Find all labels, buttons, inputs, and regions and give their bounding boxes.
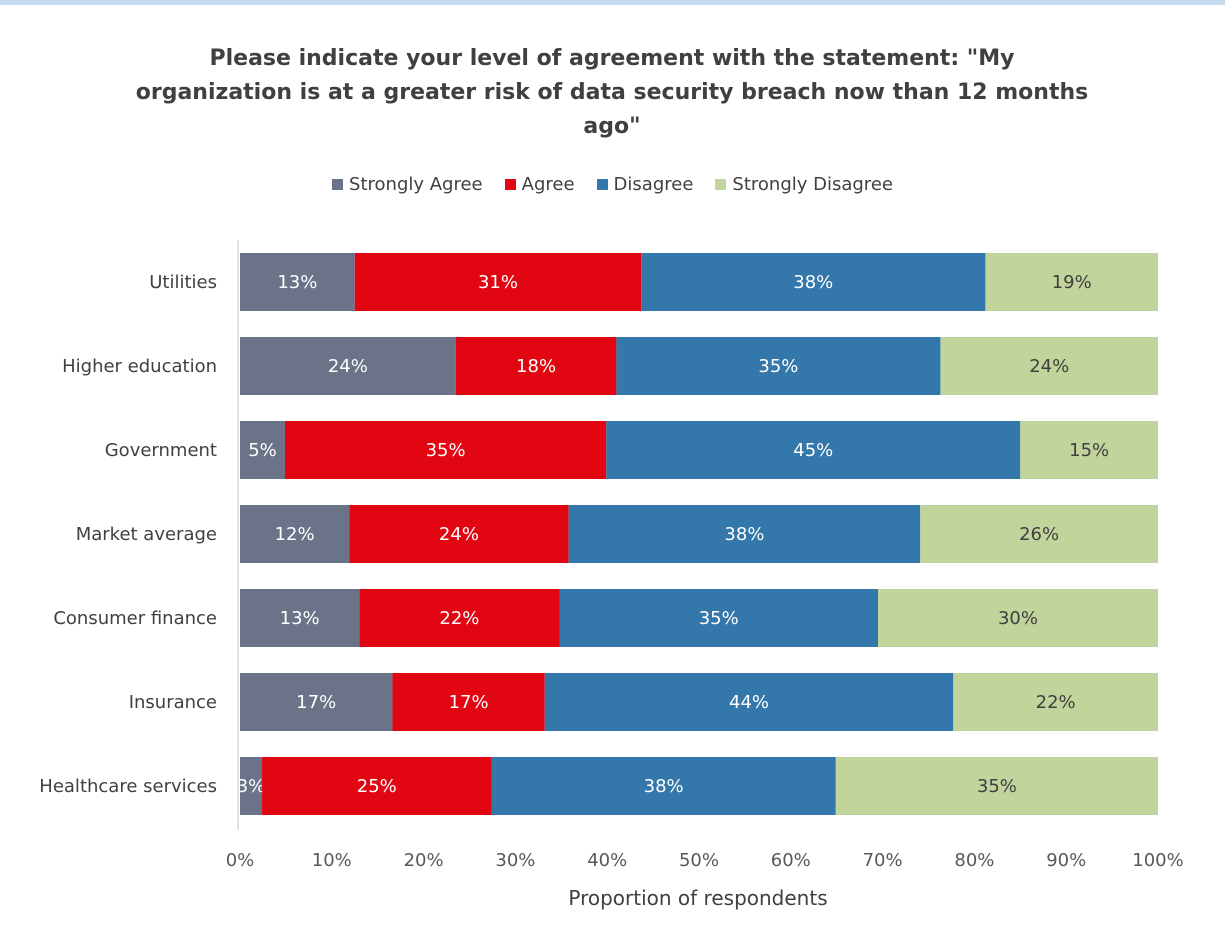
bar-segment (240, 505, 350, 563)
bar-data-label: 24% (1029, 356, 1069, 377)
category-label: Consumer finance (53, 608, 217, 629)
bar-segment (835, 757, 1158, 815)
bar-data-label: 24% (328, 356, 368, 377)
bar-data-label: 31% (478, 272, 518, 293)
x-tick-label: 30% (495, 850, 535, 871)
bar-segment (240, 673, 393, 731)
bar-data-label: 38% (724, 524, 764, 545)
x-tick-label: 90% (1046, 850, 1086, 871)
bar-segment (940, 337, 1158, 395)
category-label: Healthcare services (39, 776, 217, 797)
x-tick-label: 100% (1132, 850, 1183, 871)
legend-label: Agree (521, 174, 575, 195)
legend-item-disagree: Disagree (596, 174, 694, 195)
chart-title: Please indicate your level of agreement … (112, 42, 1112, 144)
bar-data-label: 13% (277, 272, 317, 293)
bar-data-label: 19% (1052, 272, 1092, 293)
bar-data-label: 22% (439, 608, 479, 629)
bar-data-label: 25% (357, 776, 397, 797)
x-axis-label: Proportion of respondents (568, 886, 827, 910)
x-tick-label: 0% (226, 850, 255, 871)
bar-segment (262, 757, 492, 815)
bar-data-label: 17% (296, 692, 336, 713)
bar-data-label: 12% (275, 524, 315, 545)
bar-segment (455, 337, 617, 395)
bar-segment (240, 337, 456, 395)
bar-data-label: 35% (699, 608, 739, 629)
title-line-2: organization is at a greater risk of dat… (135, 80, 1089, 105)
category-labels: Utilities Higher education Government Marke… (39, 272, 217, 797)
legend-item-agree: Agree (504, 174, 575, 195)
bar-data-label: 35% (426, 440, 466, 461)
legend-swatch (504, 179, 516, 190)
bars-group: 13% 31% 38% 19% 24% 18% 35% 24% 5% 35% 45% 15% 12% 24… (237, 253, 1158, 815)
category-label: Utilities (149, 272, 217, 293)
legend-label: Strongly Disagree (732, 174, 893, 195)
bar-segment (240, 253, 355, 311)
bar-segment (544, 673, 954, 731)
bar-segment (985, 253, 1158, 311)
bar-data-label: 44% (729, 692, 769, 713)
x-tick-labels: 0% 10% 20% 30% 40% 50% 60% 70% 80% 90% 100% (226, 850, 1184, 871)
bar-data-label: 35% (758, 356, 798, 377)
bar-data-label: 45% (793, 440, 833, 461)
bar-segment (568, 505, 921, 563)
bar-data-label: 17% (449, 692, 489, 713)
bar-segment (392, 673, 545, 731)
bar-data-label: 24% (439, 524, 479, 545)
bar-segment (240, 421, 285, 479)
bar-segment (354, 253, 642, 311)
bar-segment (606, 421, 1021, 479)
bar-data-label: 38% (793, 272, 833, 293)
x-tick-label: 40% (587, 850, 627, 871)
bar-data-label: 15% (1069, 440, 1109, 461)
category-label: Higher education (62, 356, 217, 377)
bar-data-label: 26% (1019, 524, 1059, 545)
bar-data-label: 30% (998, 608, 1038, 629)
bar-segment (240, 589, 360, 647)
x-tick-label: 10% (312, 850, 352, 871)
bar-segment (240, 757, 263, 815)
bar-data-label: 18% (516, 356, 556, 377)
bar-segment (1020, 421, 1158, 479)
title-line-3: ago" (583, 114, 641, 139)
bar-segment (359, 589, 560, 647)
title-line-1: Please indicate your level of agreement … (209, 46, 1015, 71)
x-tick-label: 20% (404, 850, 444, 871)
bar-segment (616, 337, 941, 395)
legend-item-strongly-disagree: Strongly Disagree (715, 174, 893, 195)
legend-swatch (332, 179, 344, 190)
legend-label: Strongly Agree (349, 174, 483, 195)
category-label: Insurance (129, 692, 217, 713)
bar-segment (284, 421, 607, 479)
bar-segment (559, 589, 879, 647)
bar-segment (349, 505, 569, 563)
bar-data-label: 22% (1036, 692, 1076, 713)
x-tick-label: 80% (954, 850, 994, 871)
category-label: Market average (76, 524, 217, 545)
bar-data-label: 38% (644, 776, 684, 797)
legend-swatch (596, 179, 608, 190)
bar-data-label: 35% (977, 776, 1017, 797)
bar-segment (878, 589, 1158, 647)
legend-label: Disagree (613, 174, 694, 195)
legend-item-strongly-agree: Strongly Agree (332, 174, 483, 195)
bar-data-label: 3% (237, 776, 266, 797)
legend-swatch (715, 179, 727, 190)
bar-segment (641, 253, 986, 311)
chart-legend: Strongly Agree Agree Disagree Strongly D… (0, 174, 1225, 195)
category-label: Government (105, 440, 217, 461)
bar-segment (491, 757, 836, 815)
bar-segment (953, 673, 1158, 731)
bar-segment (920, 505, 1158, 563)
x-tick-label: 60% (771, 850, 811, 871)
bar-data-label: 5% (248, 440, 277, 461)
x-tick-label: 70% (863, 850, 903, 871)
x-tick-label: 50% (679, 850, 719, 871)
bar-data-label: 13% (280, 608, 320, 629)
